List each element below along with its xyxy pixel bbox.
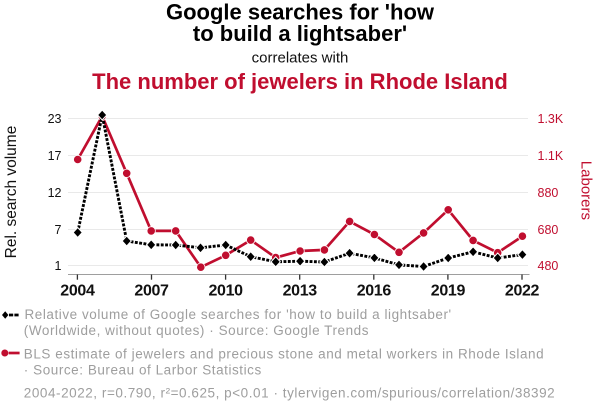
svg-text:880: 880 [538,186,559,200]
svg-text:Relative volume of Google sear: Relative volume of Google searches for '… [25,307,452,322]
svg-text:· Source: Bureau of Larbor Sta: · Source: Bureau of Larbor Statistics [24,363,262,378]
svg-text:(Worldwide, without quotes) ·: (Worldwide, without quotes) · Source: Go… [24,323,369,338]
svg-text:2004: 2004 [60,283,95,300]
svg-text:to build a lightsaber': to build a lightsaber' [193,21,407,46]
svg-text:12: 12 [48,186,62,200]
svg-text:2019: 2019 [431,283,466,300]
svg-text:1.1K: 1.1K [538,149,564,163]
svg-text:480: 480 [538,259,559,273]
svg-text:Rel. search volume: Rel. search volume [3,126,20,259]
svg-text:1: 1 [55,259,62,273]
svg-text:BLS estimate of jewelers and p: BLS estimate of jewelers and precious st… [24,347,544,362]
svg-text:23: 23 [48,112,62,126]
svg-text:The number of jewelers in Rhod: The number of jewelers in Rhode Island [92,69,508,94]
svg-text:2022: 2022 [505,283,540,300]
svg-text:Google searches for 'how: Google searches for 'how [166,0,435,25]
svg-text:2013: 2013 [283,283,318,300]
svg-text:Laborers: Laborers [578,161,595,220]
svg-text:7: 7 [55,223,62,237]
svg-text:2010: 2010 [208,283,243,300]
svg-text:680: 680 [538,223,559,237]
svg-text:2016: 2016 [357,283,392,300]
svg-text:17: 17 [48,149,62,163]
svg-text:1.3K: 1.3K [538,112,564,126]
svg-text:2004-2022, r=0.790, r²=0.625,: 2004-2022, r=0.790, r²=0.625, p<0.01 · t… [24,386,555,401]
svg-text:2007: 2007 [134,283,169,300]
svg-text:correlates with: correlates with [252,50,349,67]
